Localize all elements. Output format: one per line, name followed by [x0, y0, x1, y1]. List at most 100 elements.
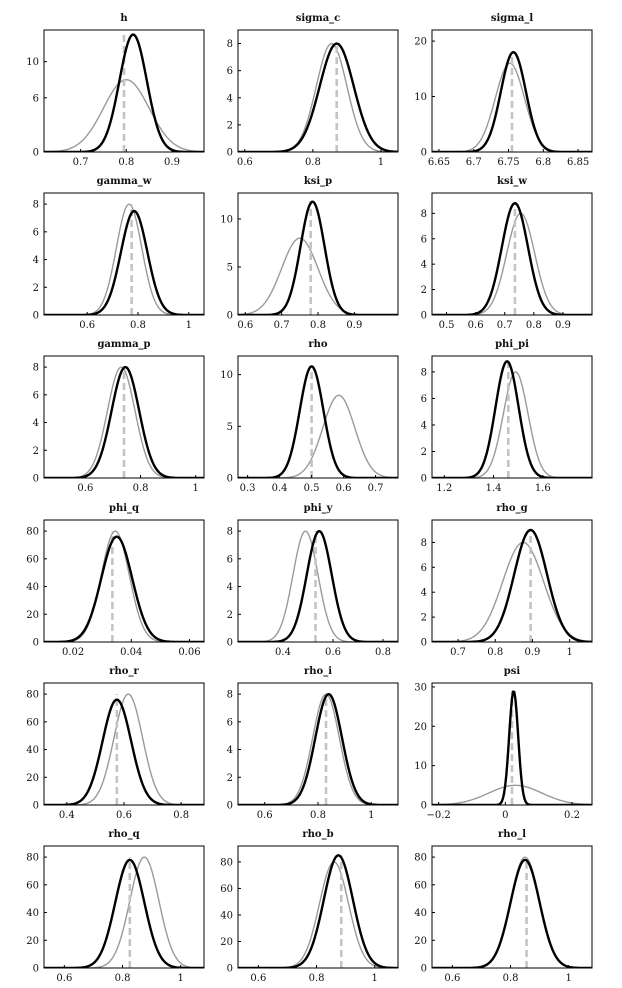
plot-frame	[43, 682, 205, 806]
y-tick-label: 2	[227, 120, 233, 131]
chart-panel-ksi-p: ksi_p 0.6 0.7 0.8 0.9 0 5 10	[220, 176, 399, 331]
posterior-density-line	[432, 528, 592, 642]
x-tick-label: 0.9	[164, 157, 180, 168]
y-tick-label: 0	[33, 148, 39, 159]
prior-density-line	[44, 203, 204, 315]
x-tick-label: 0.8	[130, 320, 146, 331]
chart-title: sigma_l	[491, 13, 533, 24]
y-tick-label: 2	[227, 610, 233, 621]
prior-density-line	[238, 530, 398, 642]
chart-panel-phi-y: phi_y 0.4 0.6 0.8 0 2 4 6 8	[227, 503, 399, 658]
chart-title: gamma_p	[97, 339, 150, 350]
prior-density-line	[238, 42, 398, 152]
y-tick-label: 40	[26, 582, 39, 593]
chart-title: rho	[308, 339, 328, 350]
y-tick-label: 4	[227, 93, 233, 104]
x-tick-label: 0.8	[375, 647, 391, 658]
y-tick-label: 0	[33, 311, 39, 322]
chart-panel-gamma-w: gamma_w 0.6 0.8 1 0 2 4 6 8	[33, 176, 205, 331]
y-tick-label: 6	[33, 390, 39, 401]
y-tick-label: 10	[220, 214, 233, 225]
x-tick-label: 1.4	[486, 483, 502, 494]
x-tick-label: 0.4	[272, 483, 288, 494]
y-tick-label: 6	[227, 554, 233, 565]
posterior-density-line	[238, 365, 398, 478]
chart-panel-sigma-l: sigma_l 6.65 6.7 6.75 6.8 6.85 0 10 20	[414, 13, 593, 168]
x-tick-label: 0.06	[178, 647, 200, 658]
posterior-density-line	[44, 33, 204, 152]
prior-density-line	[238, 394, 398, 478]
plot-frame	[43, 845, 205, 969]
chart-panel-rho: rho 0.3 0.4 0.5 0.6 0.7 0 5 10	[220, 339, 399, 494]
posterior-density-line	[44, 858, 204, 968]
x-tick-label: 0.8	[133, 483, 149, 494]
x-tick-label: 0.7	[73, 157, 89, 168]
y-tick-label: 80	[220, 857, 233, 868]
y-tick-label: 0	[421, 964, 427, 975]
y-tick-label: 4	[33, 255, 39, 266]
x-tick-label: 0.5	[439, 320, 455, 331]
x-tick-label: 0.4	[275, 647, 291, 658]
y-tick-label: 0	[227, 474, 233, 485]
x-tick-label: 0.8	[115, 973, 131, 984]
posterior-density-line	[44, 698, 204, 805]
y-tick-label: 60	[26, 717, 39, 728]
x-tick-label: 6.65	[428, 157, 450, 168]
y-tick-label: 8	[227, 690, 233, 701]
y-tick-label: 0	[421, 311, 427, 322]
plot-frame	[43, 519, 205, 643]
y-tick-label: 6	[421, 563, 427, 574]
x-tick-label: 0.6	[325, 647, 341, 658]
x-tick-label: 0.9	[346, 320, 362, 331]
chart-title: rho_l	[498, 829, 526, 840]
x-tick-label: 1	[378, 157, 384, 168]
x-tick-label: 0.8	[309, 973, 325, 984]
y-tick-label: 40	[414, 908, 427, 919]
chart-panel-h: h 0.7 0.8 0.9 0 6 10	[26, 13, 205, 168]
chart-title: ksi_w	[497, 176, 527, 187]
plot-frame	[237, 682, 399, 806]
y-tick-label: 0	[421, 801, 427, 812]
x-tick-label: 6.7	[466, 157, 482, 168]
x-tick-label: 6.85	[567, 157, 589, 168]
x-tick-label: 1	[193, 483, 199, 494]
chart-title: h	[120, 13, 128, 24]
y-tick-label: 80	[414, 853, 427, 864]
x-tick-label: 1	[178, 973, 184, 984]
plot-frame	[431, 29, 593, 153]
posterior-density-line	[44, 209, 204, 315]
x-tick-label: 0.8	[310, 320, 326, 331]
prior-density-line	[432, 212, 592, 315]
x-tick-label: −0.2	[427, 810, 451, 821]
x-tick-label: 0.4	[59, 810, 75, 821]
plot-frame	[43, 192, 205, 316]
y-tick-label: 60	[26, 880, 39, 891]
x-tick-label: 0.5	[304, 483, 320, 494]
y-tick-label: 40	[220, 910, 233, 921]
x-tick-label: 0.6	[79, 320, 95, 331]
y-tick-label: 4	[227, 745, 233, 756]
chart-panel-rho-i: rho_i 0.6 0.8 1 0 2 4 6 8	[227, 666, 399, 821]
y-tick-label: 6	[227, 66, 233, 77]
prior-density-line	[238, 693, 398, 805]
y-tick-label: 4	[421, 588, 427, 599]
x-tick-label: 1	[186, 320, 192, 331]
x-tick-label: 0	[502, 810, 508, 821]
y-tick-label: 6	[421, 394, 427, 405]
posterior-density-line	[432, 690, 592, 805]
chart-title: psi	[504, 666, 521, 677]
posterior-density-line	[432, 202, 592, 315]
y-tick-label: 0	[421, 474, 427, 485]
y-tick-label: 80	[26, 853, 39, 864]
x-tick-label: 0.3	[240, 483, 256, 494]
y-tick-label: 40	[26, 745, 39, 756]
y-tick-label: 0	[227, 964, 233, 975]
chart-title: rho_i	[304, 666, 332, 677]
y-tick-label: 10	[26, 57, 39, 68]
prior-density-line	[432, 784, 592, 805]
y-tick-label: 30	[414, 682, 427, 693]
x-tick-label: 1.2	[436, 483, 452, 494]
y-tick-label: 8	[227, 39, 233, 50]
chart-title: sigma_c	[296, 13, 341, 24]
